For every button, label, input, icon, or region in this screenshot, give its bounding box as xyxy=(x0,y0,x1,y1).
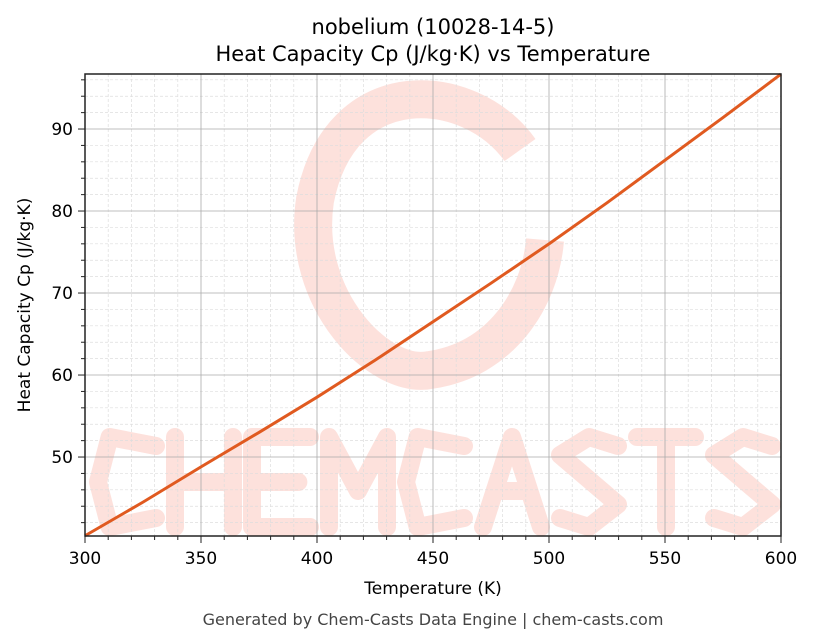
series-line xyxy=(84,72,782,538)
chart-subtitle: Heat Capacity Cp (J/kg·K) vs Temperature xyxy=(216,42,651,66)
x-tick-label: 550 xyxy=(649,549,681,569)
footer-text: Generated by Chem-Casts Data Engine | ch… xyxy=(203,610,664,629)
x-tick-label: 600 xyxy=(765,549,797,569)
watermark-logo xyxy=(89,80,781,536)
y-tick-label: 80 xyxy=(51,202,73,222)
y-tick-label: 90 xyxy=(51,120,73,140)
x-axis-label: Temperature (K) xyxy=(363,579,502,599)
x-tick-label: 300 xyxy=(69,549,101,569)
chart-title: nobelium (10028-14-5) xyxy=(312,15,555,39)
x-tick-label: 450 xyxy=(417,549,449,569)
x-tick-label: 350 xyxy=(185,549,217,569)
plot-frame xyxy=(84,73,782,537)
x-tick-label: 400 xyxy=(301,549,333,569)
x-tick-label: 500 xyxy=(533,549,565,569)
y-tick-label: 50 xyxy=(51,448,73,468)
y-tick-label: 70 xyxy=(51,284,73,304)
y-axis-label: Heat Capacity Cp (J/kg·K) xyxy=(15,198,35,413)
y-tick-label: 60 xyxy=(51,366,73,386)
